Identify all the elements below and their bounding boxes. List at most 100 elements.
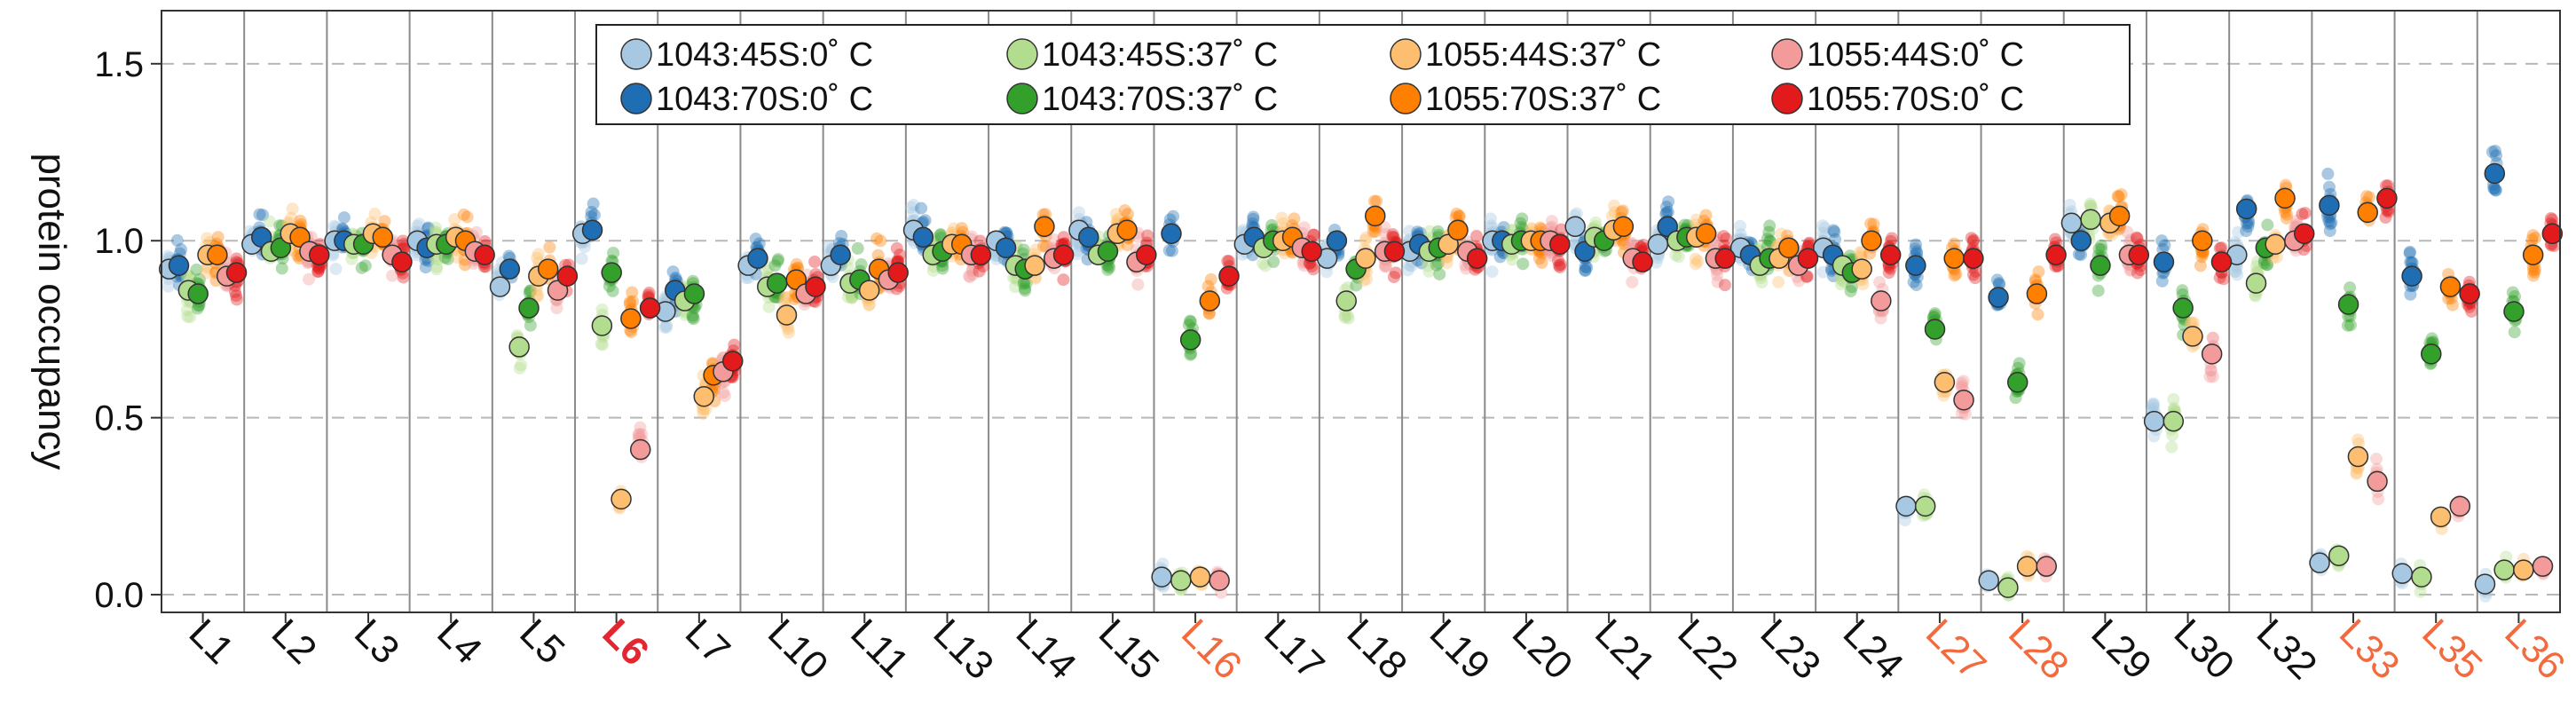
mean-marker: [2192, 230, 2213, 251]
replicate-point: [587, 209, 601, 222]
replicate-point: [606, 284, 619, 297]
replicate-point: [2013, 357, 2026, 370]
mean-marker: [187, 283, 209, 304]
replicate-point: [890, 241, 903, 255]
replicate-point: [201, 232, 214, 245]
mean-marker: [2235, 198, 2257, 220]
replicate-point: [1761, 233, 1774, 246]
mean-marker: [1199, 290, 1221, 312]
mean-marker: [1924, 319, 1946, 340]
replicate-point: [2240, 225, 2253, 238]
replicate-point: [2526, 264, 2540, 277]
replicate-point: [1307, 263, 1320, 276]
replicate-point: [1165, 244, 1178, 257]
replicate-point: [2130, 231, 2143, 244]
replicate-point: [421, 222, 435, 235]
replicate-point: [1711, 275, 1724, 288]
mean-marker: [1612, 216, 1635, 238]
mean-marker: [1647, 233, 1669, 255]
replicate-point: [2257, 256, 2271, 270]
replicate-point: [2506, 286, 2519, 299]
mean-marker: [2439, 276, 2462, 297]
replicate-point: [1433, 267, 1446, 280]
mean-marker: [601, 262, 622, 283]
replicate-point: [1453, 209, 1466, 223]
replicate-point: [1070, 248, 1083, 261]
y-axis: 0.0 0.5 1.0 1.5: [94, 45, 161, 615]
mean-marker: [722, 351, 744, 372]
replicate-point: [697, 407, 710, 421]
replicate-point: [1121, 208, 1134, 221]
replicate-point: [1965, 232, 1978, 245]
replicate-point: [973, 234, 987, 248]
replicate-point: [966, 262, 980, 275]
mean-marker: [1871, 290, 1892, 312]
replicate-point: [419, 261, 432, 274]
replicate-point: [2147, 398, 2160, 412]
replicate-point: [2525, 233, 2539, 246]
replicate-point: [2158, 239, 2171, 252]
replicate-point: [1422, 259, 1435, 272]
replicate-point: [835, 230, 848, 243]
replicate-point: [1246, 217, 1259, 230]
replicate-point: [253, 208, 266, 221]
replicate-point: [1485, 219, 1498, 233]
replicate-point: [936, 262, 949, 275]
replicate-point: [1827, 224, 1840, 237]
replicate-point: [2186, 316, 2199, 329]
replicate-point: [329, 263, 343, 276]
replicate-point: [926, 264, 940, 277]
mean-marker: [2162, 410, 2185, 432]
replicate-point: [2321, 167, 2335, 180]
mean-marker: [2474, 573, 2496, 595]
replicate-point: [1928, 309, 1942, 322]
replicate-point: [329, 221, 343, 234]
mean-marker: [2108, 205, 2131, 227]
replicate-point: [626, 286, 639, 299]
mean-marker: [2201, 343, 2223, 365]
mean-marker: [2182, 326, 2203, 347]
replicate-point: [2250, 260, 2264, 273]
mean-marker: [1997, 577, 2019, 598]
replicate-point: [1493, 250, 1507, 264]
legend: 1043:45S:0˚ C 1043:70S:0˚ C 1043:45S:37˚ C…: [595, 24, 2131, 125]
replicate-point: [1958, 407, 1972, 421]
replicate-point: [2032, 265, 2045, 279]
mean-marker: [2541, 223, 2564, 245]
replicate-point: [632, 428, 645, 441]
replicate-point: [595, 337, 608, 351]
replicate-point: [966, 268, 980, 281]
replicate-point: [1660, 201, 1674, 214]
mean-marker: [225, 262, 248, 283]
replicate-point: [1884, 262, 1897, 275]
mean-marker: [556, 265, 579, 287]
replicate-point: [1792, 274, 1806, 288]
replicate-point: [1071, 244, 1084, 257]
ytick-label: 0.5: [94, 399, 144, 438]
replicate-point: [524, 284, 538, 297]
replicate-point: [1297, 221, 1311, 234]
mean-marker: [2503, 301, 2525, 322]
replicate-point: [635, 428, 649, 441]
replicate-point: [1118, 204, 1131, 217]
replicate-point: [2124, 263, 2138, 276]
mean-marker: [2421, 343, 2442, 365]
replicate-point: [1288, 212, 1301, 225]
mean-marker: [2153, 251, 2175, 272]
replicate-point: [1184, 314, 1197, 327]
replicate-point: [1661, 205, 1674, 218]
replicate-point: [1615, 206, 1628, 219]
replicate-point: [524, 284, 537, 297]
replicate-point: [1167, 209, 1180, 223]
replicate-point: [1763, 219, 1776, 233]
replicate-point: [1864, 217, 1878, 231]
replicate-point: [2446, 298, 2459, 312]
replicate-point: [1662, 195, 1675, 209]
mean-marker: [2513, 559, 2534, 580]
legend-label: 1055:44S:0˚ C: [1807, 36, 2024, 74]
replicate-point: [2049, 233, 2062, 246]
replicate-point: [1834, 278, 1847, 291]
mean-marker: [1695, 223, 1717, 245]
mean-marker: [639, 297, 661, 319]
replicate-point: [2095, 243, 2108, 256]
